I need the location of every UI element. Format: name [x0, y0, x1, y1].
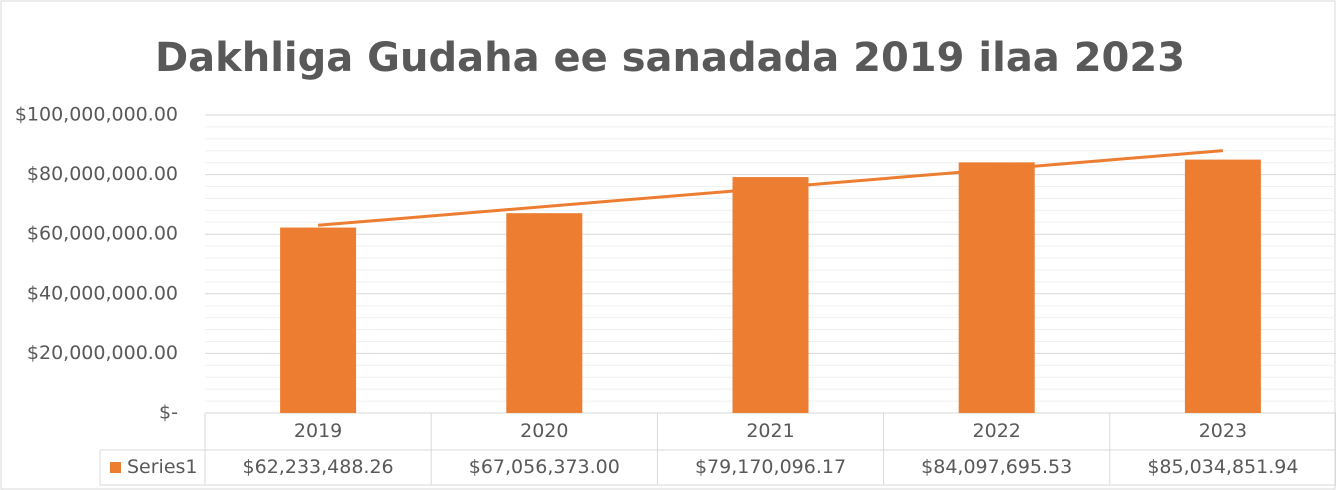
y-tick-label: $40,000,000.00: [27, 282, 178, 304]
data-label: $79,170,096.17: [695, 456, 846, 478]
bar: [280, 227, 357, 413]
x-tick-label: 2019: [294, 420, 342, 442]
x-tick-label: 2023: [1199, 420, 1247, 442]
chart-title: Dakhliga Gudaha ee sanadada 2019 ilaa 20…: [155, 35, 1185, 81]
y-tick-label: $20,000,000.00: [27, 342, 178, 364]
data-label: $84,097,695.53: [921, 456, 1072, 478]
y-tick-label: $100,000,000.00: [15, 104, 178, 126]
data-label: $62,233,488.26: [243, 456, 394, 478]
data-label: $85,034,851.94: [1147, 456, 1298, 478]
legend-key: [110, 462, 121, 473]
trendline: [317, 149, 1224, 227]
bar: [506, 213, 583, 413]
data-label: $67,056,373.00: [469, 456, 620, 478]
legend-label: Series1: [127, 456, 198, 478]
x-tick-label: 2021: [746, 420, 794, 442]
bar: [1184, 159, 1261, 413]
y-tick-label: $60,000,000.00: [27, 223, 178, 245]
y-tick-label: $80,000,000.00: [27, 163, 178, 185]
x-tick-label: 2022: [973, 420, 1021, 442]
y-tick-label: $-: [159, 402, 178, 424]
x-tick-label: 2020: [520, 420, 568, 442]
bar: [958, 162, 1035, 413]
bar: [732, 177, 809, 413]
